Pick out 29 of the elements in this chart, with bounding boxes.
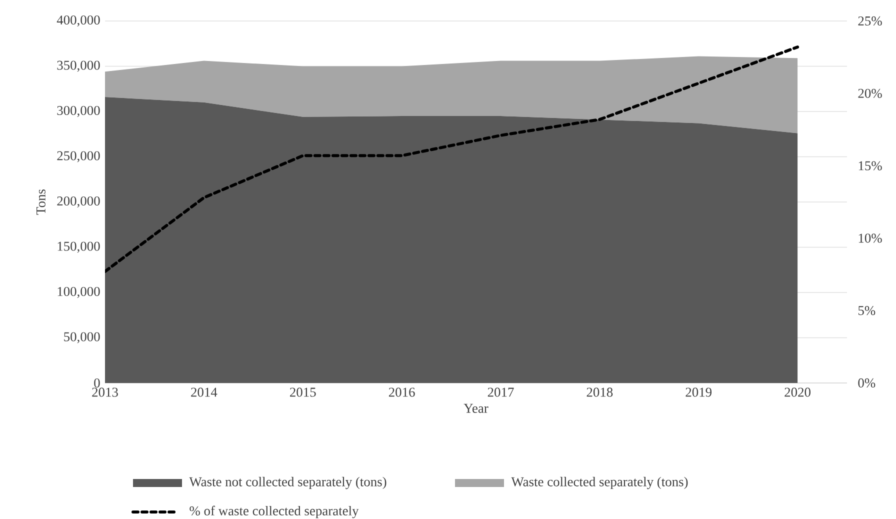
line-series xyxy=(105,46,800,273)
legend-label: Waste collected separately (tons) xyxy=(511,476,688,490)
y2-tick-label: 10% xyxy=(858,234,882,243)
legend-label: % of waste collected separately xyxy=(190,506,359,518)
y2-tick-label: 25% xyxy=(858,16,882,26)
y2-tick-label: 5% xyxy=(858,306,876,316)
y-tick-label: 250,000 xyxy=(57,151,100,162)
y-tick-label: 50,000 xyxy=(64,332,100,344)
y-tick-label: 200,000 xyxy=(57,196,100,208)
y2-tick-label: 20% xyxy=(858,88,882,98)
y-tick-label: 100,000 xyxy=(58,286,100,298)
x-axis-title: Year xyxy=(464,404,488,413)
y-tick-label: 300,000 xyxy=(57,106,100,117)
legend-label: Waste not collected separately (tons) xyxy=(189,476,386,490)
y-tick-label: 0 xyxy=(94,378,100,388)
y-tick-label: 400,000 xyxy=(56,15,100,26)
x-tick-label: 2020 xyxy=(784,388,810,397)
y2-tick-label: 15% xyxy=(858,161,882,170)
y2-tick-label: 0% xyxy=(858,378,876,388)
x-tick-label: 2014 xyxy=(191,388,218,397)
x-tick-label: 2013 xyxy=(92,388,118,397)
x-tick-label: 2015 xyxy=(290,388,316,397)
x-tick-label: 2016 xyxy=(388,388,415,397)
y-tick-label: 150,000 xyxy=(58,242,100,253)
x-tick-label: 2018 xyxy=(586,388,613,397)
y-axis-title: Tons xyxy=(36,189,46,215)
y-tick-label: 350,000 xyxy=(57,60,100,72)
x-tick-label: 2017 xyxy=(488,388,514,397)
x-tick-label: 2019 xyxy=(686,388,712,397)
